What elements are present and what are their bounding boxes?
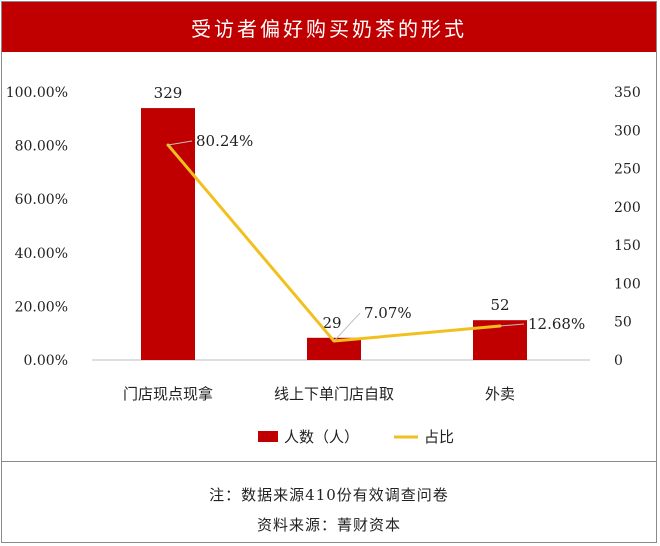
- chart-svg: 0.00% 20.00% 40.00% 60.00% 80.00% 100.00% 0 50 1…: [6, 84, 641, 446]
- y-left-tick-label: 100.00%: [6, 85, 68, 101]
- line-value-label: 80.24%: [196, 132, 253, 150]
- line-value-label: 12.68%: [528, 315, 585, 333]
- y-left-tick-label: 40.00%: [15, 246, 68, 262]
- bar-value-label: 329: [154, 84, 183, 102]
- y-right-tick-label: 350: [614, 85, 641, 101]
- y-right-tick-label: 200: [614, 200, 641, 216]
- line-label-leader: [499, 323, 525, 327]
- legend-swatch-bar: [258, 431, 278, 442]
- y-right-tick-label: 0: [614, 353, 623, 369]
- y-right-tick-label: 100: [614, 276, 641, 292]
- y-left-tick-label: 20.00%: [15, 299, 68, 315]
- legend-label-bar: 人数（人）: [284, 428, 359, 446]
- bar-value-label: 29: [322, 314, 341, 332]
- data-note: 注：数据来源410份有效调查问卷: [209, 486, 449, 504]
- chart-title: 受访者偏好购买奶茶的形式: [2, 2, 656, 52]
- y-right-tick-label: 250: [614, 162, 641, 178]
- y-right-tick-label: 150: [614, 238, 641, 254]
- note-separator: [2, 461, 656, 462]
- line-series-share: [166, 143, 501, 343]
- bar-1: [307, 337, 361, 360]
- legend-label-line: 占比: [424, 428, 454, 446]
- y-left-tick-label: 0.00%: [24, 353, 68, 369]
- x-category-label: 外卖: [485, 385, 515, 403]
- source-note: 资料来源：菁财资本: [256, 516, 401, 534]
- line-value-label: 7.07%: [364, 304, 412, 322]
- bar-value-label: 52: [490, 296, 509, 314]
- x-category-label: 门店现点现拿: [123, 385, 213, 403]
- line-label-leader: [333, 312, 361, 342]
- y-right-tick-label: 50: [614, 315, 632, 331]
- bar-0: [141, 108, 195, 360]
- y-left-tick-label: 60.00%: [15, 192, 68, 208]
- y-right-tick-label: 300: [614, 123, 641, 139]
- y-left-tick-label: 80.00%: [15, 139, 68, 155]
- x-category-label: 线上下单门店自取: [274, 385, 394, 403]
- line-label-leader: [167, 140, 193, 146]
